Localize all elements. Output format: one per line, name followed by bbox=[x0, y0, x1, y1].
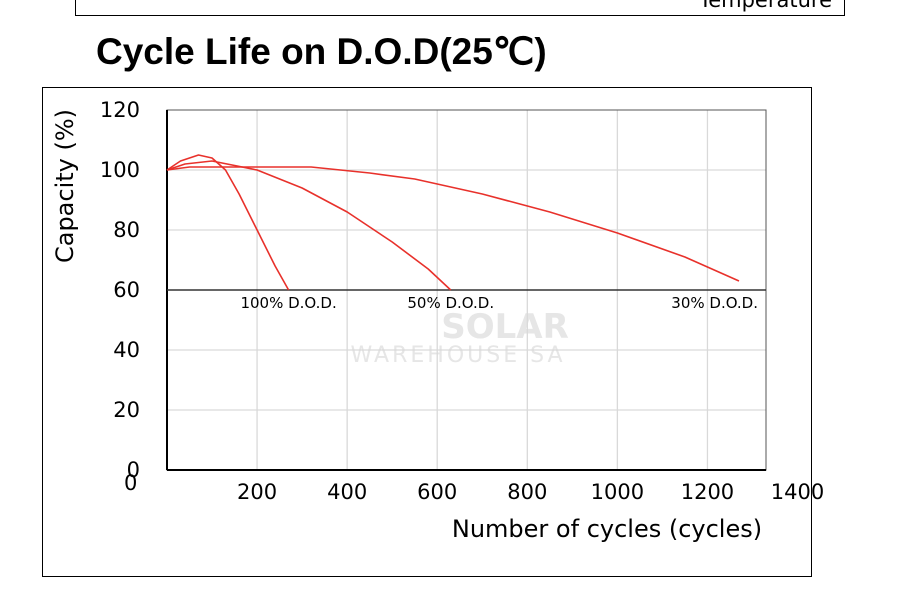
chart-frame bbox=[42, 87, 812, 577]
top-caption: Temperature bbox=[698, 0, 832, 12]
y-tick-label: 120 bbox=[100, 98, 140, 122]
x-tick-label: 800 bbox=[507, 480, 547, 504]
x-tick-label: 1000 bbox=[591, 480, 644, 504]
y-tick-label: 40 bbox=[113, 338, 140, 362]
x-tick-label-zero: 0 bbox=[124, 471, 137, 495]
x-axis-label: Number of cycles (cycles) bbox=[452, 515, 762, 543]
x-tick-label: 400 bbox=[327, 480, 367, 504]
curves bbox=[166, 154, 740, 291]
y-tick-label: 20 bbox=[113, 398, 140, 422]
x-tick-label: 1400 bbox=[771, 480, 824, 504]
curve-labels: 100% D.O.D. 50% D.O.D. 30% D.O.D. bbox=[240, 294, 758, 312]
series-label-2: 50% D.O.D. bbox=[407, 294, 494, 312]
y-tick-label: 60 bbox=[113, 278, 140, 302]
x-tick-label: 600 bbox=[417, 480, 457, 504]
y-axis-label: Capacity (%) bbox=[51, 109, 79, 263]
watermark-line2: WAREHOUSE SA bbox=[350, 343, 565, 368]
y-tick-label: 0 bbox=[127, 458, 140, 482]
x-tick-label: 200 bbox=[237, 480, 277, 504]
chart-title: Cycle Life on D.O.D(25℃) bbox=[96, 31, 547, 72]
y-tick-label: 100 bbox=[100, 158, 140, 182]
x-tick-label: 1200 bbox=[681, 480, 734, 504]
watermark: SOLAR WAREHOUSE SA bbox=[350, 307, 568, 368]
series-line-3 bbox=[166, 166, 740, 282]
y-tick-label: 80 bbox=[113, 218, 140, 242]
series-line-2 bbox=[166, 160, 452, 291]
axes bbox=[166, 109, 767, 471]
series-line-1 bbox=[166, 154, 290, 291]
watermark-line1: SOLAR bbox=[441, 307, 569, 347]
series-label-1: 100% D.O.D. bbox=[240, 294, 336, 312]
top-caption-box: Temperature bbox=[75, 0, 845, 16]
series-label-3: 30% D.O.D. bbox=[671, 294, 758, 312]
